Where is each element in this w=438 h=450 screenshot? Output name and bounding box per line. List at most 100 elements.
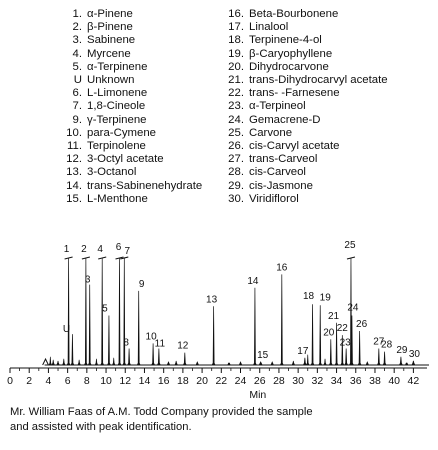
legend-compound: Unknown — [87, 74, 135, 87]
offscale-mark — [120, 256, 129, 260]
legend-entry-right-3: 19. β-Caryophyllene — [222, 48, 388, 61]
legend-compound: 3-Octanol — [87, 166, 137, 179]
peak-label-21: 21 — [328, 311, 340, 322]
minor-peak — [195, 361, 199, 366]
minor-peak — [94, 358, 99, 366]
chromatogram-trace — [42, 256, 429, 366]
x-axis-title: Min — [249, 389, 266, 401]
peak-11 — [157, 348, 161, 366]
legend-number: 22. — [228, 87, 244, 100]
legend-entry-left-14: 15. L-Menthone — [52, 193, 202, 206]
x-tick-label: 12 — [119, 375, 131, 387]
legend-entry-right-12: 28. cis-Carveol — [222, 166, 388, 179]
peak-label-13: 13 — [206, 294, 218, 305]
caption-line-2: and assisted with peak identification. — [10, 421, 192, 433]
peak-10 — [151, 343, 155, 366]
legend-number: 11. — [67, 140, 82, 153]
peak-15 — [258, 361, 263, 366]
legend-number: 19. — [228, 47, 244, 60]
minor-peak — [306, 354, 310, 366]
peak-label-25: 25 — [344, 240, 356, 251]
legend-number: 21. — [228, 74, 244, 87]
offscale-mark — [64, 256, 73, 260]
legend-number: 10. — [66, 126, 82, 139]
solvent-front — [42, 357, 49, 366]
legend-entry-right-6: 22. trans- -Farnesene — [222, 87, 388, 100]
legend-entry-right-9: 25. Carvone — [222, 127, 388, 140]
x-tick-label: 16 — [158, 375, 170, 387]
legend-number: 5. — [72, 60, 83, 73]
peak-17 — [303, 357, 307, 366]
minor-peak — [62, 358, 66, 366]
peak-label-4: 4 — [97, 244, 103, 255]
legend-compound: β-Caryophyllene — [249, 47, 333, 60]
x-tick-label: 2 — [26, 375, 32, 387]
legend-entry-right-13: 29. cis-Jasmone — [222, 180, 388, 193]
x-tick-label: 28 — [273, 375, 285, 387]
peak-legend-left: 1. α-Pinene 2. β-Pinene 3. Sabinene 4. Myrcene 5… — [52, 8, 202, 206]
figure-caption: Mr. William Faas of A.M. Todd Company pr… — [10, 405, 313, 435]
legend-entry-left-1: 2. β-Pinene — [52, 21, 202, 34]
legend-number: 26. — [228, 140, 244, 153]
legend-number: 7. — [72, 100, 83, 113]
peak-21 — [334, 322, 339, 366]
legend-entry-right-5: 21. trans-Dihydrocarvyl acetate — [222, 74, 387, 87]
peak-U — [70, 334, 75, 366]
legend-entry-right-4: 20. Dihydrocarvone — [222, 61, 388, 74]
x-tick-label: 18 — [177, 375, 189, 387]
legend-compound: trans-Sabinenehydrate — [87, 179, 203, 192]
legend-entry-right-2: 18. Terpinene-4-ol — [222, 34, 388, 47]
peak-label-14: 14 — [247, 276, 259, 287]
legend-compound: Linalool — [249, 21, 289, 34]
x-tick-label: 14 — [139, 375, 151, 387]
peak-label-16: 16 — [276, 262, 288, 273]
x-tick-label: 32 — [312, 375, 324, 387]
legend-entry-left-9: 10. para-Cymene — [52, 127, 202, 140]
peak-3 — [87, 284, 92, 366]
legend-compound: trans-Carveol — [249, 153, 318, 166]
peak-label-27: 27 — [373, 337, 385, 348]
legend-number: 4. — [72, 47, 83, 60]
legend-entry-left-3: 4. Myrcene — [52, 48, 202, 61]
legend-compound: L-Menthone — [87, 192, 148, 205]
legend-entry-left-7: 7. 1,8-Cineole — [52, 100, 202, 113]
peak-label-29: 29 — [396, 345, 408, 356]
minor-peak — [48, 356, 52, 366]
legend-number: 9. — [72, 113, 83, 126]
x-tick-label: 8 — [84, 375, 90, 387]
minor-peak — [77, 359, 81, 366]
peak-label-30: 30 — [409, 349, 421, 360]
peak-label-11: 11 — [155, 339, 166, 350]
legend-number: 23. — [228, 100, 244, 113]
peak-22 — [340, 335, 345, 366]
minor-peak — [166, 361, 171, 366]
legend-compound: Terpinene-4-ol — [249, 34, 322, 47]
peak-label-10: 10 — [146, 331, 158, 342]
legend-compound: L-Limonene — [87, 87, 148, 100]
offscale-mark — [115, 256, 124, 260]
legend-compound: Carvone — [249, 126, 293, 139]
legend-entry-right-14: 30. Viridiflorol — [222, 193, 388, 206]
peak-12 — [182, 352, 187, 366]
peak-1 — [66, 257, 71, 366]
peak-label-23: 23 — [340, 338, 352, 349]
offscale-mark — [81, 256, 90, 260]
legend-compound: cis-Carvyl acetate — [249, 140, 340, 153]
legend-number: 15. — [66, 192, 82, 205]
legend-number: 13. — [66, 166, 82, 179]
peak-label-22: 22 — [337, 323, 349, 334]
legend-entry-right-1: 17. Linalool — [222, 21, 388, 34]
legend-entry-left-10: 11. Terpinolene — [52, 140, 202, 153]
legend-number: 24. — [228, 113, 244, 126]
peak-label-7: 7 — [125, 246, 131, 257]
peak-label-6: 6 — [116, 242, 122, 253]
legend-entry-right-11: 27. trans-Carveol — [222, 153, 388, 166]
peak-23 — [344, 348, 348, 366]
peak-label-28: 28 — [381, 340, 393, 351]
peak-label-1: 1 — [64, 244, 70, 255]
peak-16 — [279, 274, 284, 366]
peak-30 — [411, 360, 416, 366]
x-tick-label: 26 — [254, 375, 266, 387]
legend-compound: Terpinolene — [87, 140, 146, 153]
